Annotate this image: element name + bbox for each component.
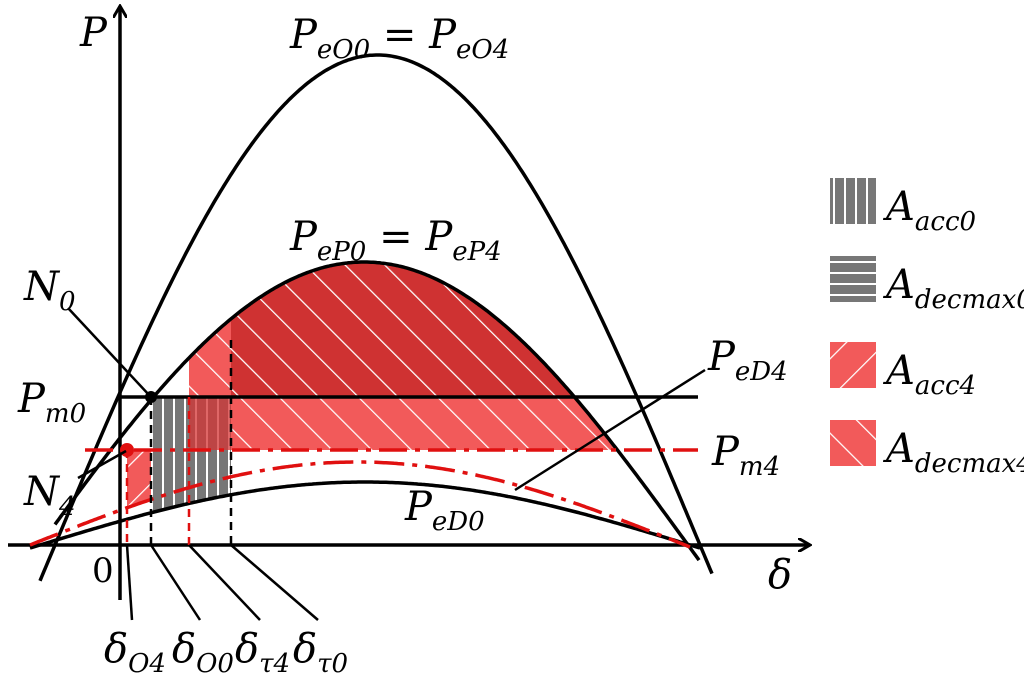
label-delta-tau0: δτ0 (293, 626, 348, 679)
area-acc0-red-overlay (189, 397, 231, 450)
label-delta-o4: δO4 (104, 626, 166, 679)
svg-text:Aacc0: Aacc0 (882, 184, 976, 237)
svg-text:Adecmax4: Adecmax4 (882, 426, 1024, 479)
y-axis-label: P (79, 10, 108, 56)
label-pe-d0: PeD0 (404, 484, 485, 537)
pointer-pe-d4 (514, 368, 706, 492)
label-pe-p: PeP0 = PeP4 (289, 214, 502, 267)
point-n4 (120, 443, 134, 457)
svg-text:Aacc4: Aacc4 (882, 348, 976, 401)
legend-item-acc0: Aacc0 (830, 178, 976, 237)
legend-item-acc4: Aacc4 (830, 342, 976, 401)
svg-text:Adecmax0: Adecmax0 (882, 262, 1024, 315)
curve-pe-o (38, 53, 714, 582)
pointer-n0 (67, 307, 151, 397)
pointer-delta-o4 (125, 544, 134, 621)
curve-pe-d0 (29, 480, 701, 550)
pointer-n4 (77, 449, 127, 480)
curve-pe-p (53, 260, 701, 562)
label-pe-d4: PeD4 (707, 334, 788, 387)
origin-label: 0 (92, 551, 114, 591)
curve-pe-d4 (29, 460, 691, 549)
legend: Aacc0 Adecmax0 Aacc4 Adecmax4 (830, 178, 1024, 479)
pointer-delta-tau0 (230, 544, 319, 621)
pointer-delta-tau4 (188, 544, 261, 621)
label-delta-tau4: δτ4 (235, 626, 290, 679)
pointer-delta-o0 (149, 544, 202, 621)
label-pm0: Pm0 (17, 376, 86, 429)
legend-item-decmax0: Adecmax0 (830, 256, 1024, 315)
label-pm4: Pm4 (711, 429, 780, 482)
label-n0: N0 (23, 264, 76, 317)
x-axis-label: δ (768, 552, 792, 598)
label-delta-o0: δO0 (172, 626, 234, 679)
area-decmax0 (231, 262, 574, 397)
label-n4: N4 (23, 469, 76, 522)
label-pe-o: PeO0 = PeO4 (289, 12, 509, 65)
legend-item-decmax4: Adecmax4 (830, 420, 1024, 479)
